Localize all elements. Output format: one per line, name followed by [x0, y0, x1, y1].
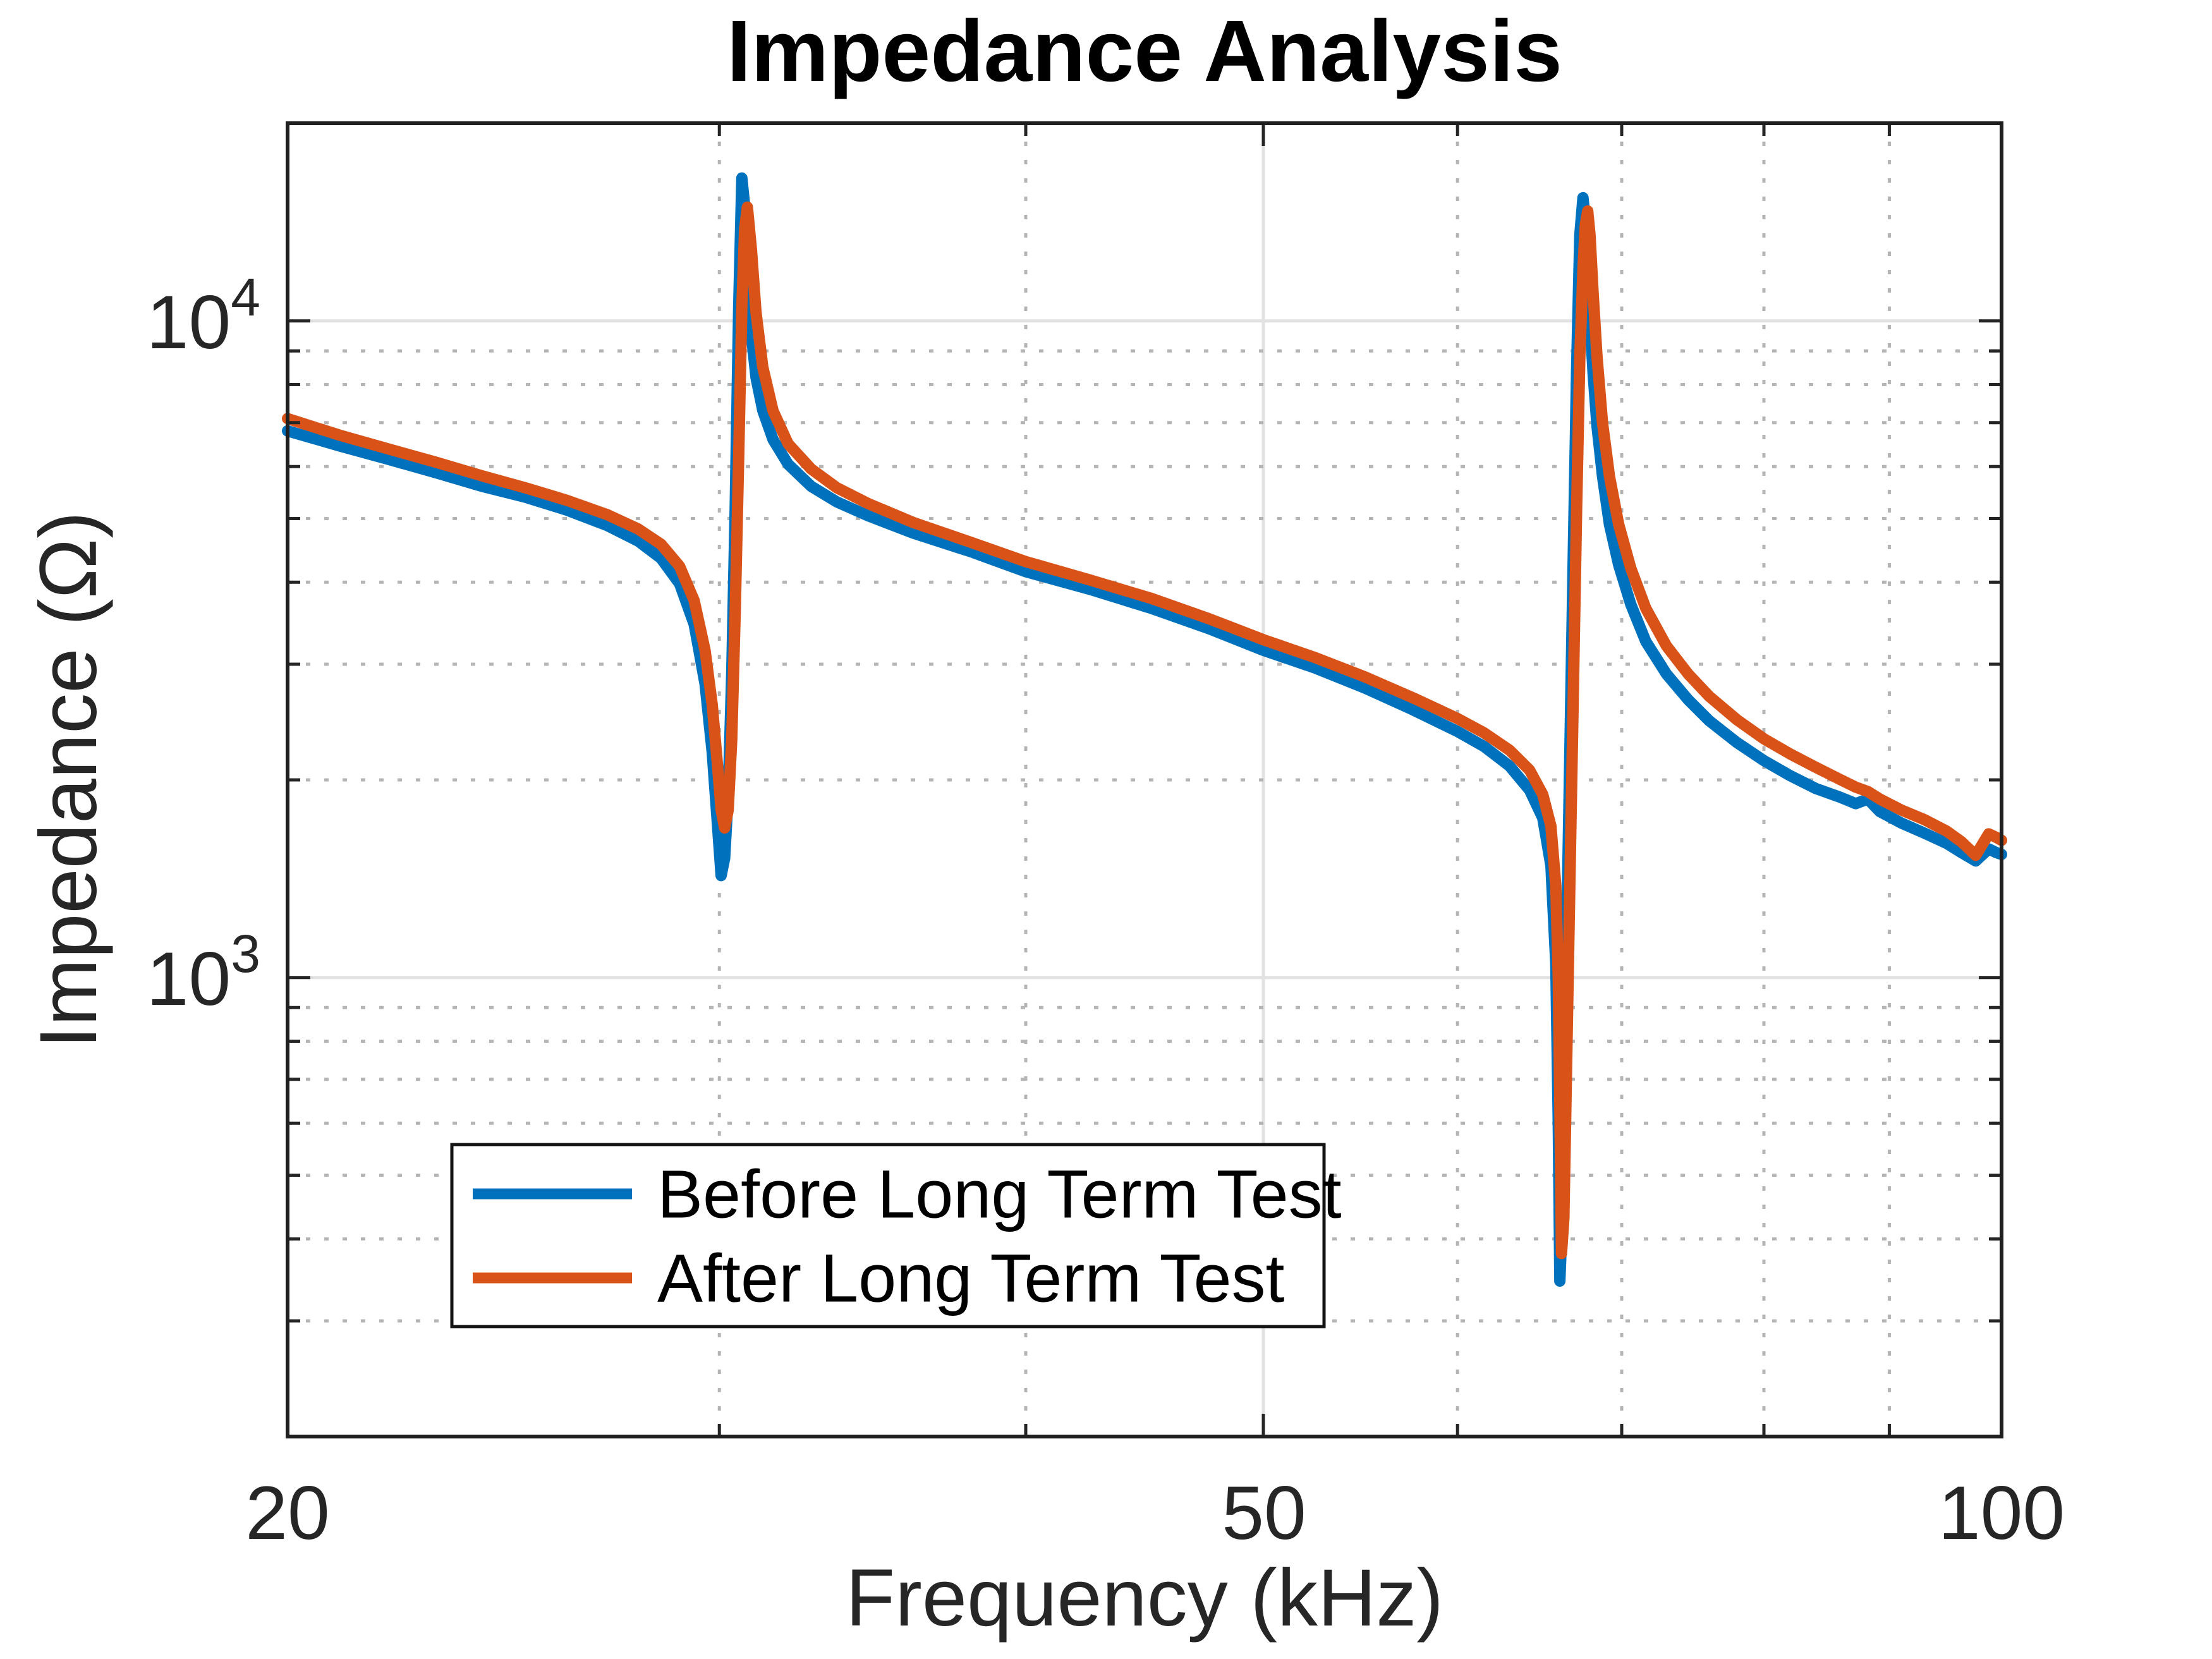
- legend: Before Long Term Test After Long Term Te…: [450, 1143, 1342, 1328]
- curve-after-long-term-test: [282, 201, 2007, 1260]
- plot-border: [286, 121, 2003, 1438]
- curve-before-long-term-test: [282, 172, 2007, 1287]
- y-tick-label-1e4: 104: [147, 267, 260, 365]
- chart-title: Impedance Analysis: [727, 3, 1562, 100]
- y-tick-label-1e3: 103: [147, 924, 260, 1021]
- x-tick-label-20: 20: [245, 1471, 329, 1555]
- legend-box: [450, 1143, 1326, 1328]
- x-tick-label-100: 100: [1938, 1471, 2065, 1555]
- y-tick-1e4-exponent: 4: [231, 267, 260, 327]
- data-series: [282, 172, 2007, 1287]
- x-tick-label-50: 50: [1222, 1471, 1306, 1555]
- y-tick-1e3-exponent: 3: [231, 924, 260, 983]
- y-tick-1e3-base: 10: [147, 937, 231, 1021]
- x-axis-label: Frequency (kHz): [846, 1553, 1443, 1643]
- legend-item-before: Before Long Term Test: [473, 1156, 1342, 1232]
- legend-label-after: After Long Term Test: [657, 1240, 1285, 1316]
- y-axis-label: Impedance (Ω): [23, 511, 114, 1048]
- legend-label-before: Before Long Term Test: [657, 1156, 1342, 1232]
- y-tick-1e4-base: 10: [147, 280, 231, 365]
- legend-item-after: After Long Term Test: [473, 1240, 1285, 1316]
